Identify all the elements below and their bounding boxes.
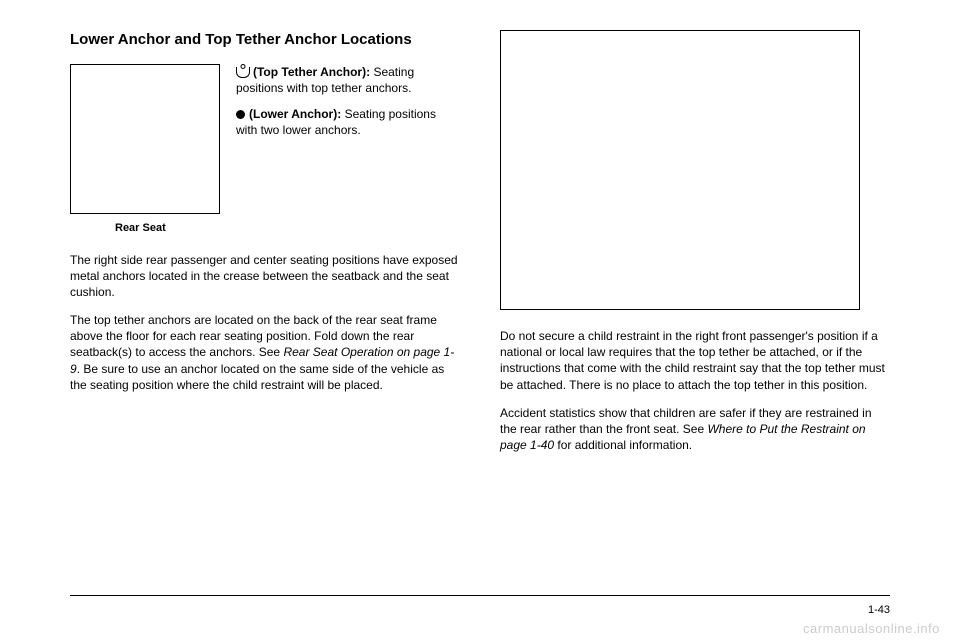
body-paragraph: Do not secure a child restraint in the r… <box>500 328 890 393</box>
top-tether-anchor-icon <box>236 67 250 78</box>
legend-lower-anchor: (Lower Anchor): Seating positions with t… <box>236 106 460 138</box>
rear-seat-diagram-placeholder <box>70 64 220 214</box>
paragraph-text: for additional information. <box>554 438 692 452</box>
legend-label: (Lower Anchor): <box>249 107 341 121</box>
footer-divider <box>70 595 890 596</box>
anchor-diagram-placeholder <box>500 30 860 310</box>
manual-page: Lower Anchor and Top Tether Anchor Locat… <box>0 0 960 640</box>
paragraph-text: . Be sure to use an anchor located on th… <box>70 362 444 392</box>
body-paragraph: The right side rear passenger and center… <box>70 252 460 301</box>
section-heading: Lower Anchor and Top Tether Anchor Locat… <box>70 30 460 50</box>
legend-label: (Top Tether Anchor): <box>253 65 370 79</box>
figure-with-legend: (Top Tether Anchor): Seating positions w… <box>70 64 460 214</box>
legend-top-tether: (Top Tether Anchor): Seating positions w… <box>236 64 460 96</box>
body-paragraph: The top tether anchors are located on th… <box>70 312 460 393</box>
right-column: Do not secure a child restraint in the r… <box>500 30 890 465</box>
watermark-text: carmanualsonline.info <box>803 621 940 636</box>
page-number: 1-43 <box>868 604 890 616</box>
figure-caption: Rear Seat <box>115 222 460 234</box>
body-paragraph: Accident statistics show that children a… <box>500 405 890 454</box>
left-column: Lower Anchor and Top Tether Anchor Locat… <box>70 30 460 465</box>
lower-anchor-icon <box>236 110 245 119</box>
icon-legend: (Top Tether Anchor): Seating positions w… <box>236 64 460 214</box>
two-column-layout: Lower Anchor and Top Tether Anchor Locat… <box>70 30 890 465</box>
